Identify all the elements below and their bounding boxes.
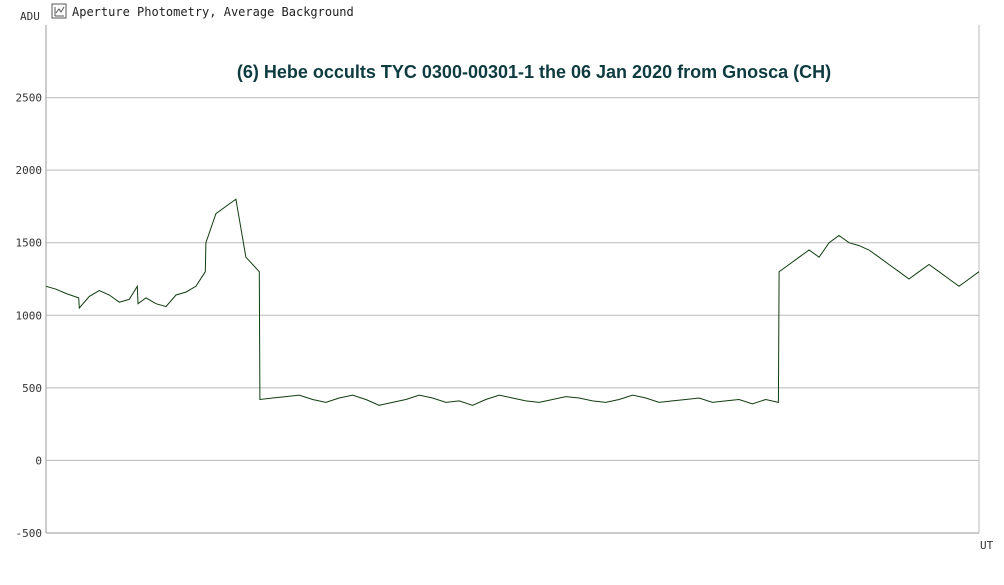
y-tick-label: 2500 (16, 92, 43, 105)
header-label: Aperture Photometry, Average Background (72, 5, 354, 19)
y-tick-label: 500 (22, 382, 42, 395)
y-tick-labels: -500 0 500 1000 1500 2000 2500 (16, 92, 43, 540)
chart-title: (6) Hebe occults TYC 0300-00301-1 the 06… (237, 62, 831, 82)
light-curve-line (45, 198, 980, 406)
y-tick-label: 2000 (16, 164, 43, 177)
header-photometry-chart-icon[interactable] (51, 3, 67, 19)
y-tick-label: 0 (35, 454, 42, 467)
y-tick-label: 1500 (16, 237, 43, 250)
x-axis-unit: UT (980, 539, 994, 552)
y-axis-unit: ADU (20, 10, 40, 23)
y-tick-label: -500 (16, 527, 43, 540)
y-tick-label: 1000 (16, 309, 43, 322)
